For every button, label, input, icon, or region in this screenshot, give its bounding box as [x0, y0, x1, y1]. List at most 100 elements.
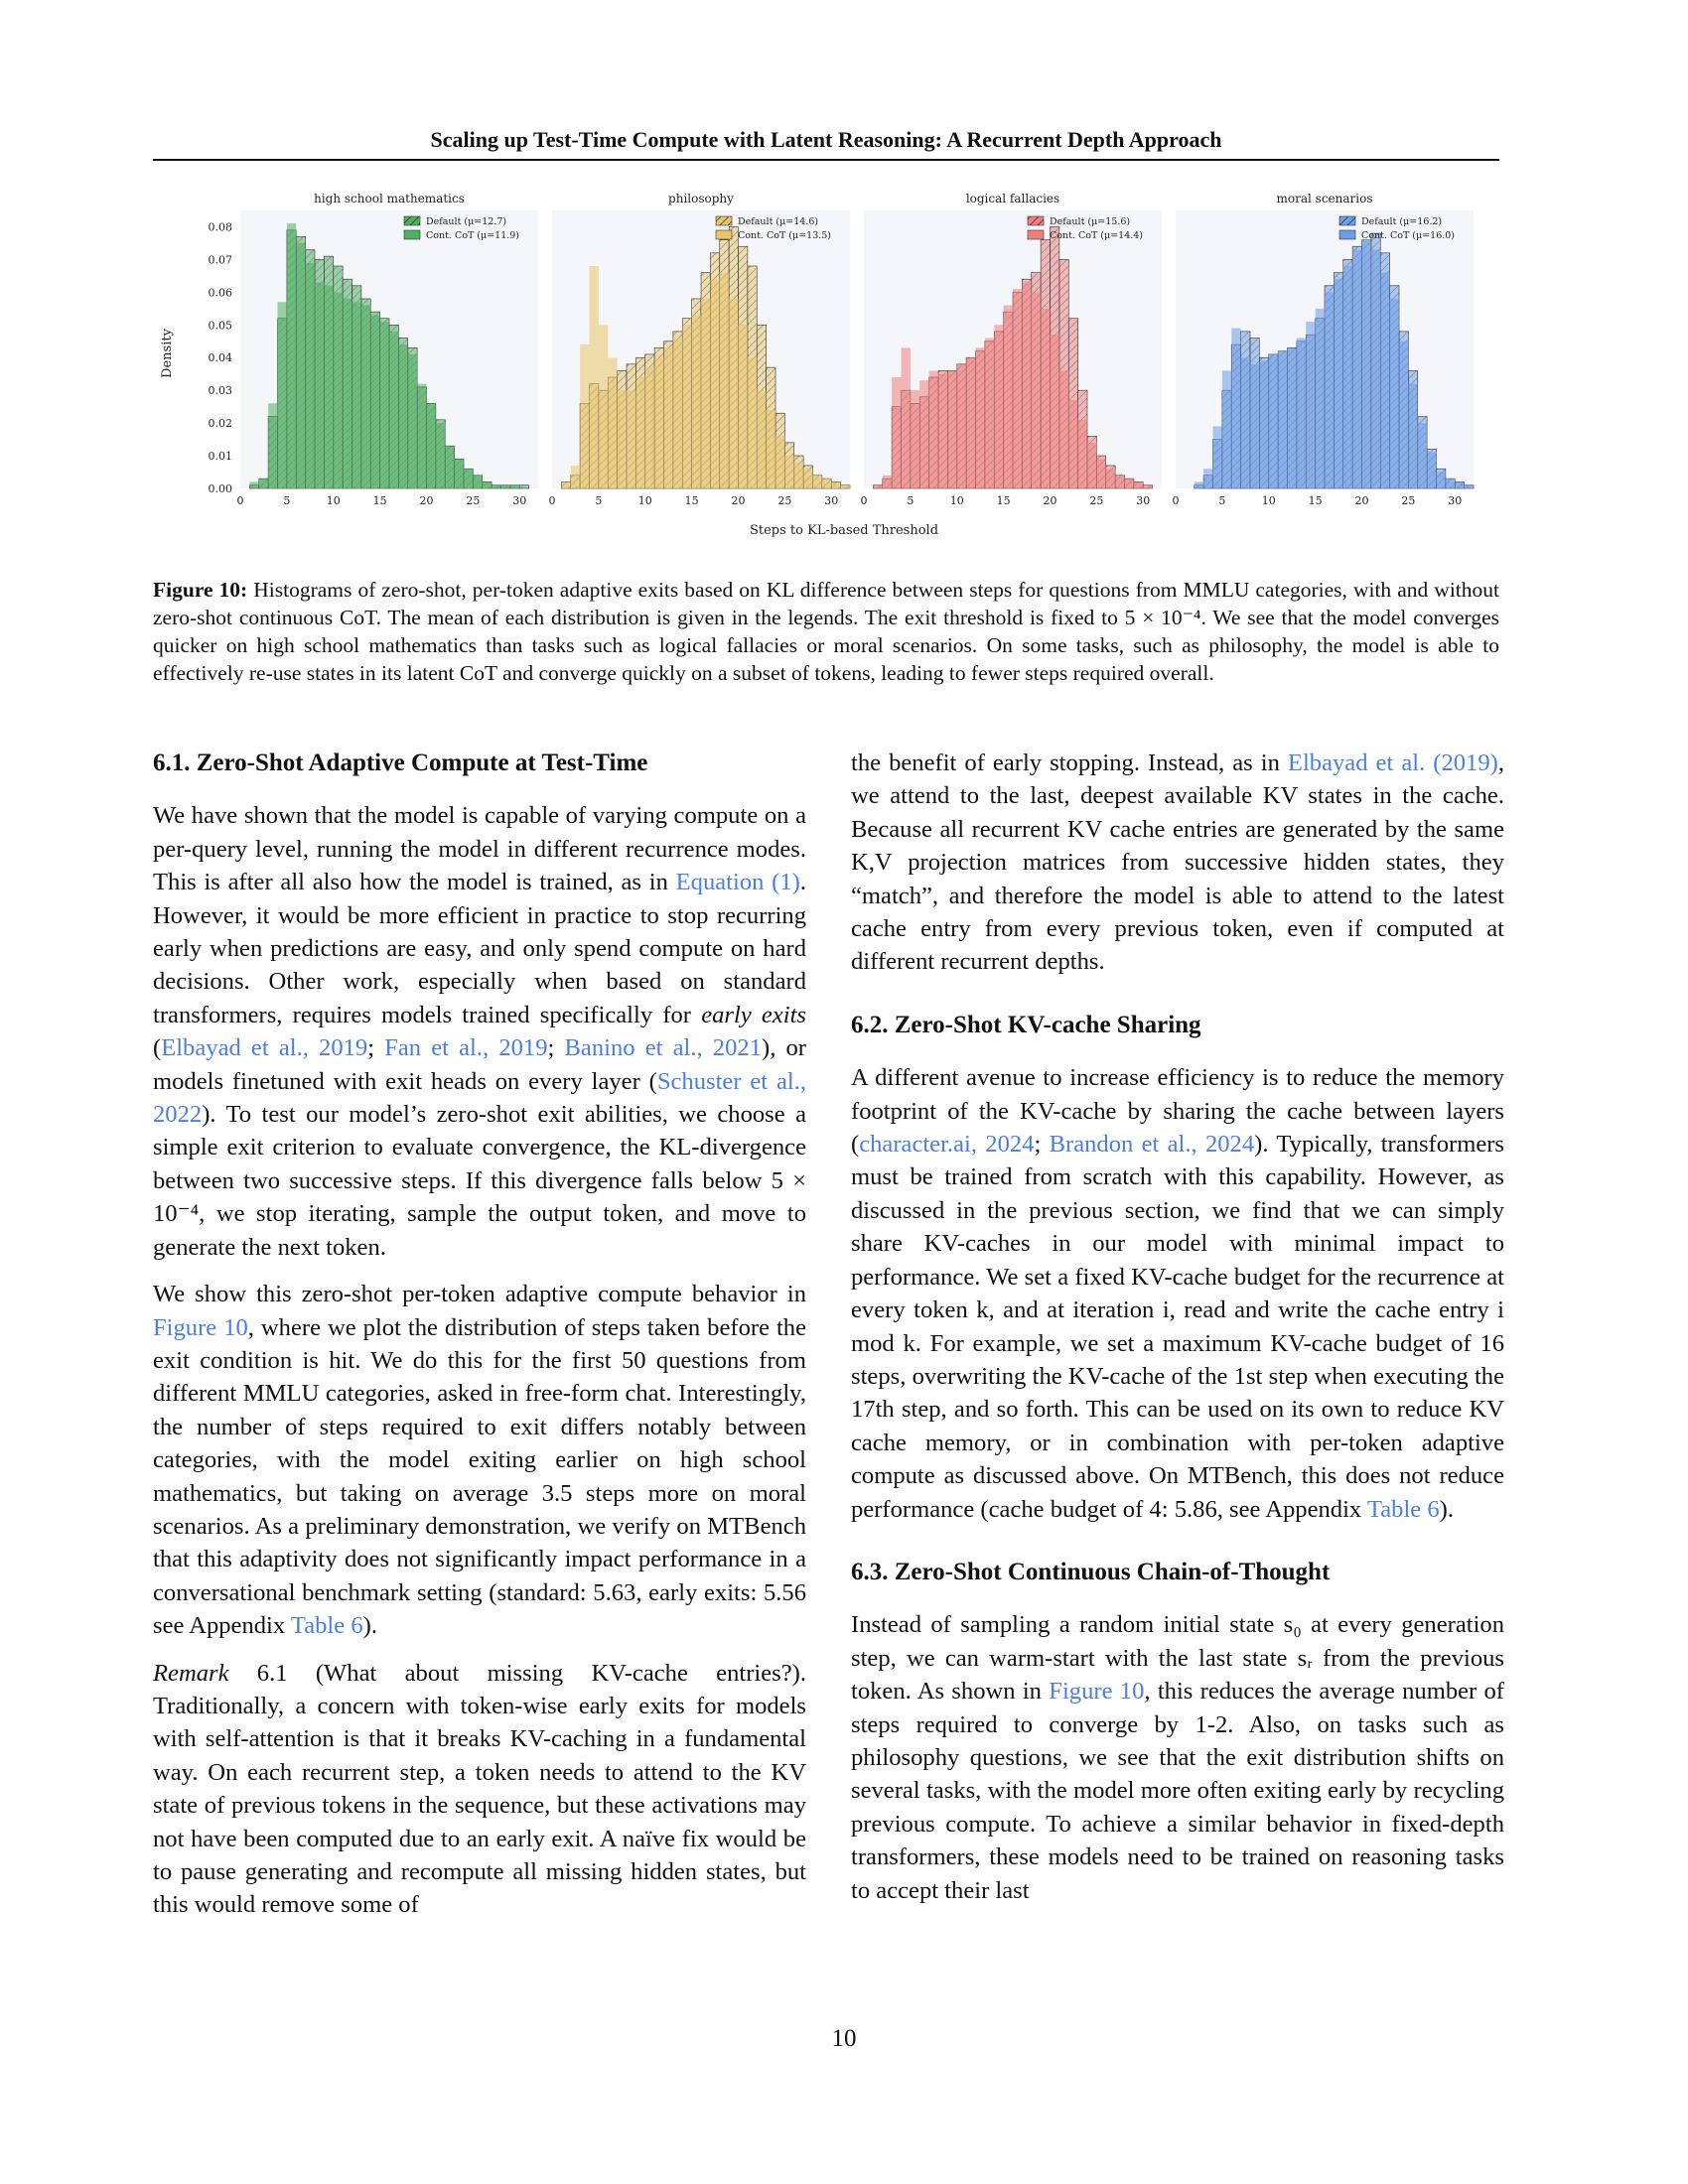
default-bar: [518, 484, 529, 489]
cont-cot-bar: [1068, 400, 1078, 488]
x-tick-label: 30: [1448, 494, 1462, 507]
citation-link[interactable]: character.ai, 2024: [859, 1131, 1035, 1159]
cont-cot-bar: [910, 390, 920, 488]
figure-caption-text: Histograms of zero-shot, per-token adapt…: [153, 578, 1500, 685]
table-link[interactable]: Table 6: [290, 1612, 363, 1640]
legend-swatch: [715, 215, 733, 226]
cont-cot-bar: [812, 475, 822, 488]
x-axis-label: Steps to KL-based Threshold: [750, 523, 938, 538]
cont-cot-bar: [277, 302, 287, 488]
cont-cot-bar: [1464, 484, 1474, 488]
citation-link[interactable]: Elbayad et al., 2019: [161, 1034, 368, 1062]
cont-cot-bar: [492, 484, 501, 488]
cont-cot-bar: [747, 357, 758, 488]
cont-cot-bar: [1370, 249, 1381, 488]
panel-title: high school mathematics: [314, 192, 465, 205]
cont-cot-bar: [644, 367, 655, 488]
cont-cot-bar: [947, 370, 957, 488]
panel-title: philosophy: [668, 192, 734, 205]
y-axis-label: Density: [160, 328, 175, 378]
cont-cot-bar: [509, 484, 520, 488]
cont-cot-bar: [1436, 472, 1446, 488]
citation-link[interactable]: Schuster et al., 2022: [153, 1067, 806, 1129]
x-tick-label: 25: [1089, 494, 1103, 507]
legend-swatch: [403, 229, 421, 240]
cont-cot-bar: [589, 266, 599, 488]
legend-entry: Cont. CoT (μ=14.4): [1050, 230, 1143, 241]
x-tick-label: 30: [824, 494, 838, 507]
equation-link[interactable]: Equation (1): [675, 869, 800, 896]
cont-cot-bar: [682, 325, 692, 488]
legend-swatch: [1338, 229, 1356, 240]
cont-cot-bar: [1031, 292, 1042, 488]
cont-cot-bar: [873, 484, 883, 488]
x-tick-label: 10: [950, 494, 964, 507]
cont-cot-bar: [738, 325, 748, 488]
cont-cot-bar: [975, 347, 985, 488]
cont-cot-bar: [464, 469, 474, 488]
cont-cot-bar: [1041, 308, 1051, 488]
citation-link[interactable]: Banino et al., 2021: [564, 1034, 762, 1062]
figure-link[interactable]: Figure 10: [1049, 1678, 1145, 1706]
cont-cot-bar: [654, 357, 664, 488]
left-column: 6.1. Zero-Shot Adaptive Compute at Test-…: [153, 747, 806, 1936]
cont-cot-bar: [343, 298, 352, 488]
paragraph-6-2: A different avenue to increase efficienc…: [851, 1064, 1504, 1523]
x-tick-label: 5: [283, 494, 290, 507]
paragraph-6-1-b: We show this zero-shot per-token adaptiv…: [153, 1281, 807, 1640]
x-tick-label: 15: [997, 494, 1011, 507]
cont-cot-bar: [882, 475, 893, 488]
histogram-panel: moral scenarios 0 5 10 15 20 25 30 Default (μ=16…: [1173, 192, 1475, 507]
citation-link[interactable]: Fan et al., 2019: [384, 1034, 548, 1062]
x-tick-label: 20: [1355, 494, 1369, 507]
cont-cot-bar: [793, 462, 804, 488]
cont-cot-bar: [249, 481, 259, 488]
cont-cot-bar: [407, 353, 418, 488]
x-tick-label: 20: [1044, 494, 1057, 507]
remark-6-1: Remark 6.1 (What about missing KV-cache …: [153, 1659, 806, 1919]
cont-cot-bar: [1417, 423, 1428, 488]
right-column: the benefit of early stopping. Instead, …: [851, 747, 1504, 1921]
cont-cot-bar: [1408, 383, 1418, 488]
cont-cot-bar: [1087, 442, 1097, 488]
cont-cot-bar: [635, 377, 645, 488]
x-tick-label: 5: [595, 494, 602, 507]
y-tick-label: 0.05: [209, 319, 233, 332]
y-tick-label: 0.06: [209, 286, 233, 299]
cont-cot-bar: [928, 370, 938, 488]
section-heading-6-2: 6.2. Zero-Shot KV-cache Sharing: [851, 1011, 1201, 1038]
cont-cot-bar: [892, 377, 902, 488]
x-tick-label: 25: [1401, 494, 1415, 507]
y-tick-label: 0.08: [209, 220, 233, 233]
cont-cot-bar: [1361, 239, 1371, 488]
cont-cot-bar: [1003, 305, 1013, 488]
cont-cot-bar: [454, 459, 464, 488]
cont-cot-bar: [435, 423, 446, 488]
legend-swatch: [1027, 229, 1045, 240]
x-tick-label: 15: [1309, 494, 1323, 507]
cont-cot-bar: [482, 481, 492, 488]
section-heading-6-3: 6.3. Zero-Shot Continuous Chain-of-Thoug…: [851, 1558, 1331, 1585]
x-tick-label: 0: [1173, 494, 1180, 507]
section-heading-6-1: 6.1. Zero-Shot Adaptive Compute at Test-…: [153, 750, 648, 776]
citation-link[interactable]: Elbayad et al. (2019): [1287, 750, 1498, 776]
cont-cot-bar: [561, 481, 571, 488]
figure-label: Figure 10:: [153, 578, 248, 602]
cont-cot-bar: [840, 484, 850, 488]
figure-link[interactable]: Figure 10: [153, 1313, 248, 1341]
cont-cot-bar: [445, 446, 455, 488]
cont-cot-bar: [775, 436, 785, 488]
cont-cot-bar: [370, 315, 380, 488]
cont-cot-bar: [1380, 272, 1390, 488]
cont-cot-bar: [1268, 353, 1279, 488]
cont-cot-bar: [691, 315, 701, 488]
cont-cot-bar: [305, 262, 315, 488]
x-tick-label: 25: [466, 494, 480, 507]
table-link[interactable]: Table 6: [1366, 1495, 1440, 1523]
cont-cot-bar: [1352, 249, 1362, 488]
cont-cot-bar: [352, 302, 361, 488]
cont-cot-bar: [598, 325, 609, 488]
cont-cot-bar: [1212, 426, 1222, 488]
cont-cot-bar: [286, 223, 297, 489]
citation-link[interactable]: Brandon et al., 2024: [1049, 1131, 1255, 1159]
